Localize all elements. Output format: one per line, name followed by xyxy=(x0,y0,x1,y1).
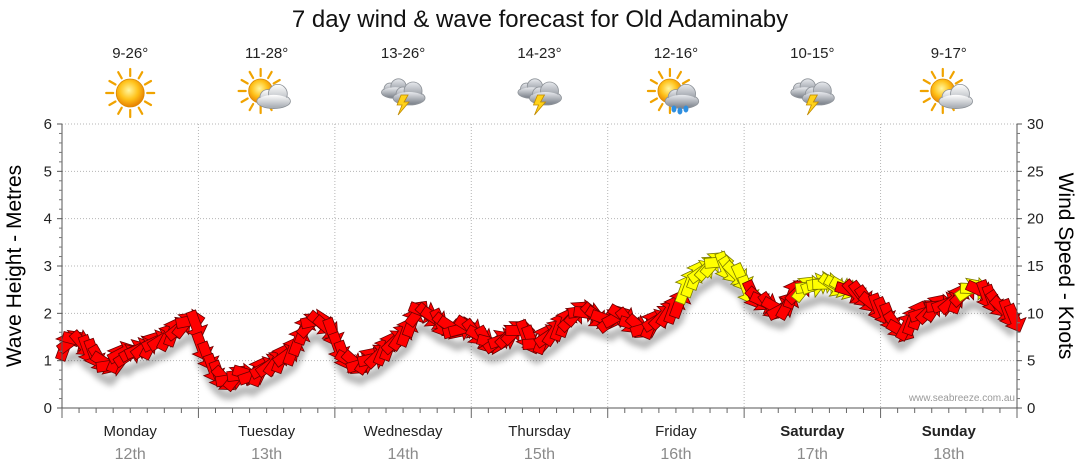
day-temperature: 9-26° xyxy=(112,45,148,62)
y2-tick-label: 30 xyxy=(1027,116,1044,133)
sun-ray xyxy=(240,78,249,85)
y-tick-label: 4 xyxy=(44,211,52,228)
day-date: 16th xyxy=(660,446,691,463)
day-temperature: 12-16° xyxy=(654,45,698,62)
storm-icon xyxy=(517,78,562,116)
y-tick-label: 6 xyxy=(44,116,52,133)
sun-ray xyxy=(267,70,273,80)
day-name: Friday xyxy=(655,423,697,440)
day-temperature: 10-15° xyxy=(790,45,834,62)
y-tick-label: 1 xyxy=(44,353,52,370)
storm-icon xyxy=(381,78,426,116)
sun-ray xyxy=(922,78,931,85)
sun-ray xyxy=(272,78,281,85)
sun-ray xyxy=(949,70,955,80)
grid xyxy=(62,123,1017,408)
chart-title: 7 day wind & wave forecast for Old Adami… xyxy=(291,6,789,33)
wind-arrows xyxy=(54,249,1027,393)
rain-drop xyxy=(671,105,677,113)
sun-cloud-icon xyxy=(919,67,973,115)
day-date: 13th xyxy=(251,446,282,463)
y2-axis-label: Wind Speed - Knots xyxy=(1054,173,1077,360)
y2-tick-label: 0 xyxy=(1027,400,1035,417)
day-date: 18th xyxy=(933,446,964,463)
arrow-shadows xyxy=(62,273,1018,401)
day-name: Tuesday xyxy=(238,423,295,440)
day-name: Sunday xyxy=(922,423,977,440)
day-temperature: 9-17° xyxy=(931,45,967,62)
sun-ray xyxy=(108,100,117,107)
sun-ray xyxy=(657,70,664,80)
sun-rain-icon xyxy=(646,67,700,115)
wind-shadow xyxy=(62,273,1018,401)
sun-ray xyxy=(108,79,117,86)
day-name: Wednesday xyxy=(364,423,443,440)
sun-disc xyxy=(115,78,145,108)
sun-icon xyxy=(105,67,156,119)
cloud-part xyxy=(666,94,698,108)
sun-ray xyxy=(649,78,659,85)
rain-drop xyxy=(677,107,683,115)
sun-ray xyxy=(954,78,963,85)
y-axis-label: Wave Height - Metres xyxy=(3,165,26,367)
sun-ray xyxy=(117,71,123,80)
sun-ray xyxy=(117,106,123,115)
watermark: www.seabreeze.com.au xyxy=(908,393,1015,404)
day-name: Saturday xyxy=(780,423,845,440)
sun-ray xyxy=(930,70,937,80)
sun-ray xyxy=(143,100,153,107)
sun-ray xyxy=(649,97,659,104)
wind-arrow xyxy=(1003,302,1027,333)
sun-ray xyxy=(930,102,937,112)
sun-ray xyxy=(137,71,144,80)
rain-drop xyxy=(683,105,689,113)
sun-ray xyxy=(137,106,144,115)
sun-ray xyxy=(922,97,931,104)
day-temperature: 14-23° xyxy=(517,45,561,62)
sun-cloud-icon xyxy=(237,67,291,115)
day-date: 17th xyxy=(797,446,828,463)
lightning-bolt xyxy=(396,94,410,116)
weather-icons: 9-26° 11-28° 13-26° 14-23° 12-16° 10-15° 9-17° xyxy=(105,45,973,119)
lightning-bolt xyxy=(532,94,547,116)
day-temperature: 13-26° xyxy=(381,45,425,62)
y-tick-label: 3 xyxy=(44,258,52,275)
y2-tick-label: 5 xyxy=(1027,353,1035,370)
sun-ray xyxy=(248,70,255,80)
y-tick-label: 5 xyxy=(44,163,52,180)
sun-ray xyxy=(143,79,153,86)
sun-ray xyxy=(681,78,691,85)
sun-ray xyxy=(248,102,255,112)
day-temperature: 11-28° xyxy=(245,45,288,62)
cloud-part xyxy=(940,94,972,108)
y-tick-label: 0 xyxy=(44,400,52,417)
y2-tick-label: 15 xyxy=(1027,258,1044,275)
day-date: 15th xyxy=(524,446,555,463)
cloud-part xyxy=(257,94,290,108)
storm-icon xyxy=(790,78,835,116)
lightning-bolt xyxy=(805,94,820,116)
sun-ray xyxy=(240,97,249,104)
y2-tick-label: 20 xyxy=(1027,211,1044,228)
y2-tick-label: 25 xyxy=(1027,163,1044,180)
day-date: 14th xyxy=(388,446,419,463)
day-name: Thursday xyxy=(508,423,571,440)
sun-ray xyxy=(657,102,664,112)
axes: 0 1 2 3 4 5 6 0 5 10 15 20 25 30 Wave Height - Metres W… xyxy=(3,116,1077,463)
day-date: 12th xyxy=(115,446,146,463)
day-name: Monday xyxy=(104,423,158,440)
y2-tick-label: 10 xyxy=(1027,305,1044,322)
sun-ray xyxy=(676,70,683,80)
y-tick-label: 2 xyxy=(44,305,52,322)
